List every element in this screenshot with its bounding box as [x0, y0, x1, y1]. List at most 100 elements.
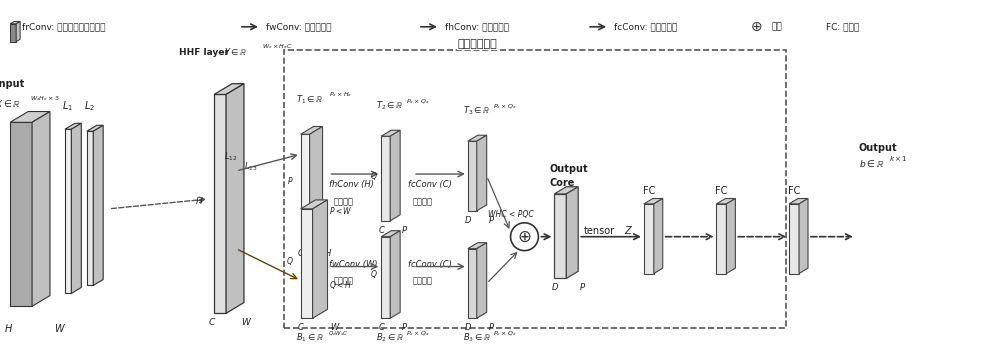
- Text: W: W: [54, 324, 64, 334]
- Text: H: H: [325, 248, 331, 258]
- Text: ⊕: ⊕: [750, 20, 762, 34]
- Polygon shape: [301, 209, 313, 318]
- Polygon shape: [32, 112, 50, 306]
- Text: W: W: [330, 323, 339, 332]
- Text: $W_x\times H_xC$: $W_x\times H_xC$: [262, 42, 292, 51]
- Text: fcConv: 全通道卷积: fcConv: 全通道卷积: [614, 22, 677, 31]
- Text: $P<W$: $P<W$: [329, 205, 352, 216]
- Polygon shape: [468, 135, 487, 141]
- Polygon shape: [10, 24, 16, 42]
- Text: Q: Q: [370, 172, 376, 181]
- Text: C: C: [378, 323, 384, 332]
- Polygon shape: [390, 231, 400, 318]
- Text: Q: Q: [287, 257, 293, 266]
- Text: $B_1\in\mathbb{R}$: $B_1\in\mathbb{R}$: [296, 331, 324, 344]
- Text: $b\in\mathbb{R}$: $b\in\mathbb{R}$: [859, 158, 884, 169]
- Text: H: H: [5, 324, 13, 334]
- Text: P: P: [402, 226, 407, 235]
- Polygon shape: [65, 129, 71, 293]
- Polygon shape: [468, 141, 477, 211]
- Polygon shape: [566, 187, 578, 279]
- Polygon shape: [799, 199, 808, 274]
- Text: $X\in\mathbb{R}$: $X\in\mathbb{R}$: [0, 98, 21, 109]
- Text: $Y\in\mathbb{R}$: $Y\in\mathbb{R}$: [224, 46, 247, 57]
- Text: Q: Q: [370, 270, 376, 280]
- Text: Output: Output: [549, 164, 588, 174]
- Text: P: P: [489, 216, 494, 225]
- Polygon shape: [468, 249, 477, 318]
- Text: $P_x\times H_x$: $P_x\times H_x$: [329, 90, 352, 99]
- Polygon shape: [554, 187, 578, 194]
- Text: fhConv (H): fhConv (H): [329, 180, 373, 189]
- Polygon shape: [301, 200, 328, 209]
- Text: 缩减通道: 缩减通道: [413, 197, 433, 206]
- Polygon shape: [381, 136, 390, 221]
- Text: $L_1$: $L_1$: [62, 99, 73, 113]
- Text: Core: Core: [549, 178, 575, 188]
- Text: $W_x H_x\times3$: $W_x H_x\times3$: [30, 94, 60, 103]
- Text: H: H: [195, 197, 202, 206]
- Polygon shape: [716, 199, 735, 204]
- Text: Output: Output: [859, 143, 897, 153]
- Text: FC: FC: [715, 186, 728, 196]
- Text: D: D: [465, 323, 471, 332]
- Text: fcConv (C): fcConv (C): [408, 180, 452, 189]
- Text: P: P: [580, 283, 585, 293]
- Polygon shape: [214, 94, 226, 313]
- Text: 求和: 求和: [771, 22, 782, 31]
- Text: $L_{12}$: $L_{12}$: [224, 151, 238, 163]
- Text: W: W: [242, 318, 250, 327]
- Polygon shape: [789, 204, 799, 274]
- Text: 缩减通道: 缩减通道: [413, 276, 433, 285]
- Text: fwConv: 全宽度卷积: fwConv: 全宽度卷积: [266, 22, 331, 31]
- Text: $P_x\times Q_x$: $P_x\times Q_x$: [406, 329, 430, 338]
- Polygon shape: [226, 84, 244, 313]
- Text: C: C: [209, 318, 215, 327]
- Text: $T_1\in\mathbb{R}$: $T_1\in\mathbb{R}$: [296, 93, 323, 106]
- Text: frConv: 全分辨率卷积特征图: frConv: 全分辨率卷积特征图: [22, 22, 106, 31]
- Text: fhConv: 全高度卷积: fhConv: 全高度卷积: [445, 22, 509, 31]
- Text: 缩减宽度: 缩减宽度: [333, 276, 353, 285]
- Text: D: D: [465, 216, 471, 225]
- Polygon shape: [381, 130, 400, 136]
- Text: P: P: [489, 323, 494, 332]
- Text: C: C: [298, 248, 304, 258]
- Polygon shape: [313, 200, 328, 318]
- Text: Input: Input: [0, 79, 25, 89]
- Polygon shape: [644, 204, 654, 274]
- Text: $L_2$: $L_2$: [84, 99, 95, 113]
- Polygon shape: [381, 231, 400, 237]
- Polygon shape: [654, 199, 663, 274]
- Text: 缩减高度: 缩减高度: [333, 197, 353, 206]
- Text: $T_3\in\mathbb{R}$: $T_3\in\mathbb{R}$: [463, 104, 490, 117]
- Polygon shape: [71, 123, 81, 293]
- Polygon shape: [477, 135, 487, 211]
- Text: HHF layer: HHF layer: [179, 48, 229, 57]
- Text: tensor: tensor: [584, 226, 615, 236]
- Text: $B_2\in\mathbb{R}$: $B_2\in\mathbb{R}$: [376, 331, 404, 344]
- Text: ⊕: ⊕: [518, 228, 531, 246]
- Text: $B_3\in\mathbb{R}$: $B_3\in\mathbb{R}$: [463, 331, 491, 344]
- Text: FC: 全连接: FC: 全连接: [826, 22, 859, 31]
- Text: Z: Z: [624, 226, 631, 236]
- Polygon shape: [16, 22, 20, 42]
- Text: WHC < PQC: WHC < PQC: [488, 210, 533, 219]
- Text: $k\times1$: $k\times1$: [889, 154, 907, 163]
- Text: D: D: [551, 283, 558, 293]
- Polygon shape: [468, 243, 487, 249]
- Polygon shape: [93, 125, 103, 285]
- Text: $Q_xW_xC$: $Q_xW_xC$: [328, 329, 348, 338]
- Text: $P_x\times Q_x$: $P_x\times Q_x$: [406, 98, 430, 106]
- Polygon shape: [310, 126, 323, 244]
- Polygon shape: [10, 122, 32, 306]
- Text: C: C: [378, 226, 384, 235]
- Polygon shape: [65, 123, 81, 129]
- Polygon shape: [554, 194, 566, 279]
- Polygon shape: [477, 243, 487, 318]
- Text: $P_x\times Q_x$: $P_x\times Q_x$: [493, 329, 516, 338]
- Polygon shape: [87, 125, 103, 131]
- Polygon shape: [726, 199, 735, 274]
- Text: $L_{13}$: $L_{13}$: [244, 160, 258, 173]
- Text: fcConv (C): fcConv (C): [408, 260, 452, 269]
- Text: $T_2\in\mathbb{R}$: $T_2\in\mathbb{R}$: [376, 99, 404, 112]
